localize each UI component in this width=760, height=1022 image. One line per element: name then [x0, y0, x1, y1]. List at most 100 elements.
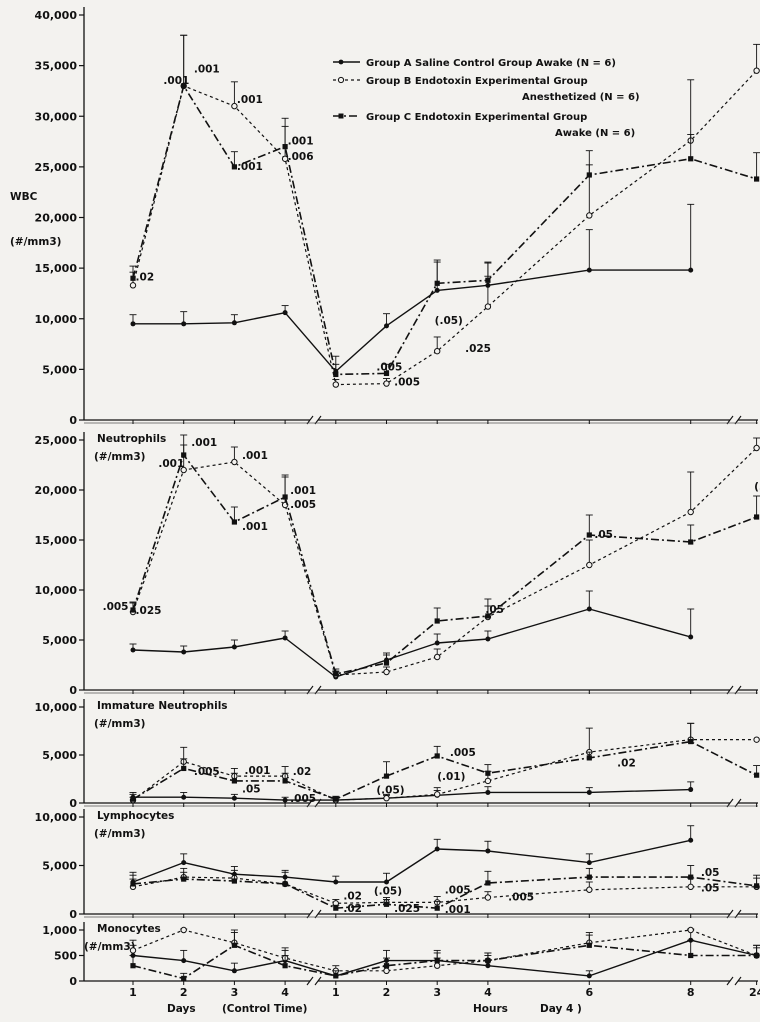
significance-label: .001	[237, 161, 263, 173]
y-axis-unit: (#/mm3)	[10, 236, 61, 248]
panel-wbc: 0 5,000 10,000 15,000 20,000 25,000 30,000 35,0…	[10, 7, 760, 427]
data-point	[231, 102, 238, 110]
data-point	[333, 671, 339, 677]
legend-label-group-c-line2: Awake (N = 6)	[555, 128, 635, 139]
significance-label: .001	[158, 458, 184, 470]
y-tick-label: 0	[69, 797, 77, 810]
data-point	[282, 494, 288, 500]
data-point	[688, 539, 694, 545]
significance-label: .005	[103, 601, 129, 613]
data-point	[383, 967, 390, 974]
significance-label: .02	[293, 766, 312, 778]
data-point	[434, 287, 440, 293]
x-axis-label-hours: Hours	[473, 1003, 508, 1015]
legend-item-group-a: Group A Saline Control Group Awake (N = …	[333, 58, 616, 69]
significance-label: .005	[290, 793, 316, 805]
data-point	[586, 942, 592, 948]
data-point	[130, 796, 136, 802]
x-tick-label: 24	[749, 986, 760, 999]
data-point	[485, 963, 491, 969]
y-tick-label: 15,000	[35, 262, 78, 275]
series-line-group-a	[133, 269, 691, 373]
x-tick-label: 4	[281, 986, 289, 999]
data-point	[384, 879, 389, 885]
y-tick-label: 5,000	[42, 363, 77, 376]
data-point	[231, 968, 237, 974]
data-point	[383, 668, 390, 676]
x-tick-labels: 1 2 3 4 1 2 3 4 6 8 24	[129, 986, 760, 999]
significance-label: .005	[394, 377, 420, 389]
significance-label: .025	[465, 343, 491, 355]
data-point	[181, 83, 187, 89]
data-point	[586, 561, 593, 569]
chart-legend: Group A Saline Control Group Awake (N = …	[333, 58, 640, 139]
panel-immature-neutrophils: 0 5,000 10,000 Immature Neutrophils (#/mm3).…	[35, 699, 760, 810]
data-point	[688, 267, 694, 273]
legend-label-group-c: Group C Endotoxin Experimental Group	[366, 112, 587, 123]
data-point	[688, 787, 694, 793]
data-point	[586, 532, 592, 538]
data-point	[231, 458, 238, 466]
y-tick-label: 5,000	[42, 749, 77, 762]
x-axis-label-control-time: (Control Time)	[222, 1003, 307, 1015]
y-axis-unit: (#/mm3)	[94, 451, 145, 463]
series-line-group-b	[132, 447, 758, 676]
significance-label: .05	[594, 529, 613, 541]
data-point	[180, 466, 187, 474]
significance-label: (.05)	[374, 886, 402, 898]
data-point	[586, 973, 592, 979]
significance-label: .001	[191, 437, 217, 449]
significance-label: .001	[242, 450, 268, 462]
y-axis-label: WBC	[10, 191, 38, 203]
y-axis-unit: (#/mm3)	[94, 828, 145, 840]
y-tick-label: 0	[69, 414, 77, 427]
data-point	[333, 879, 339, 885]
legend-marker-group-a	[338, 59, 344, 65]
data-point	[434, 280, 440, 286]
axis-break-mark	[306, 976, 314, 986]
x-tick-label: 3	[231, 986, 239, 999]
x-axis-titles: Days (Control Time) Hours Day 4 )	[167, 1003, 582, 1015]
data-point	[180, 926, 187, 934]
legend-label-group-b: Group B Endotoxin Experimental Group	[366, 76, 588, 87]
series-group-c	[129, 434, 760, 677]
axis-break-mark	[734, 976, 742, 986]
data-point	[485, 958, 491, 964]
y-tick-label: 5,000	[42, 634, 77, 647]
series-line-group-c	[132, 740, 757, 801]
legend-label-group-b-line2: Anesthetized (N = 6)	[522, 92, 640, 103]
x-tick-label: 3	[433, 986, 441, 999]
x-tick-label: 2	[383, 986, 391, 999]
series-line-group-a	[132, 939, 757, 977]
y-axis-unit: (#/mm3)	[94, 718, 145, 730]
data-point	[383, 963, 390, 969]
legend-item-group-b: Group B Endotoxin Experimental Group Ane…	[333, 76, 640, 103]
significance-label: .006	[288, 151, 314, 163]
legend-marker-group-b	[337, 76, 345, 84]
significance-label: .05	[485, 604, 504, 616]
data-point	[485, 880, 491, 886]
y-tick-label: 0	[69, 975, 77, 988]
data-point	[688, 837, 694, 843]
significance-label: .005	[290, 499, 316, 511]
data-point	[383, 773, 390, 779]
data-point	[231, 644, 237, 650]
significance-label: (.01)	[437, 771, 465, 783]
data-point	[754, 772, 760, 778]
y-tick-label: 25,000	[35, 161, 78, 174]
data-point	[130, 321, 136, 327]
data-point	[586, 267, 592, 273]
data-point	[586, 874, 592, 880]
series-line-group-c	[132, 454, 757, 675]
data-point	[434, 653, 441, 661]
significance-label: .001	[290, 485, 316, 497]
data-point	[754, 883, 760, 889]
significance-label: .02	[617, 758, 636, 770]
data-point	[688, 952, 694, 959]
data-point	[586, 886, 593, 893]
data-point	[586, 789, 592, 795]
x-axis-label-day4: Day 4 )	[540, 1003, 582, 1015]
data-point	[754, 176, 760, 182]
series-line-group-a	[133, 788, 691, 801]
y-tick-label: 15,000	[35, 534, 78, 547]
